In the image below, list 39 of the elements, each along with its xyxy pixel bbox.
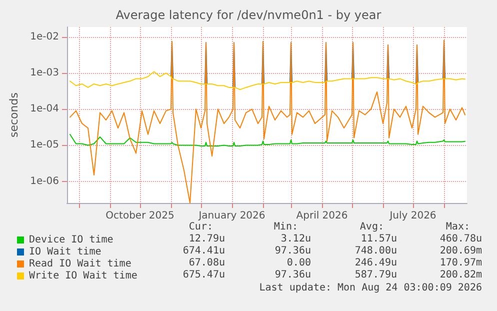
x-tick-label: January 2026 bbox=[198, 210, 266, 222]
text: 587.79u bbox=[354, 270, 397, 280]
text: Min: bbox=[274, 222, 298, 232]
x-tick-label: October 2025 bbox=[106, 210, 174, 222]
text: Avg: bbox=[360, 222, 384, 232]
y-tick-label: 1e-06 bbox=[30, 176, 59, 187]
legend-label: IO Wait time bbox=[29, 246, 102, 258]
y-tick-label: 1e-03 bbox=[30, 68, 59, 79]
text: 200.69m bbox=[440, 246, 482, 256]
text: Cur: bbox=[188, 222, 213, 232]
text: Max: bbox=[446, 222, 470, 232]
y-axis-title: seconds bbox=[7, 92, 20, 138]
x-tick-label: April 2026 bbox=[296, 210, 348, 222]
line-series bbox=[70, 134, 466, 147]
text: 97.36u bbox=[274, 246, 311, 256]
text: 675.47u bbox=[182, 270, 225, 280]
text: 200.82m bbox=[440, 270, 482, 280]
y-tick-label: 1e-02 bbox=[30, 32, 59, 43]
text: 748.00u bbox=[354, 246, 397, 256]
legend-label: Read IO Wait time bbox=[29, 258, 132, 270]
y-tick-label: 1e-05 bbox=[30, 140, 59, 151]
text: 0.00 bbox=[286, 258, 311, 268]
text: 246.49u bbox=[354, 258, 397, 268]
legend-label: Write IO Wait time bbox=[29, 270, 138, 282]
text: 3.12u bbox=[280, 234, 311, 244]
text: 12.79u bbox=[188, 234, 225, 244]
text: 11.57u bbox=[360, 234, 397, 244]
text: 97.36u bbox=[274, 270, 311, 280]
legend-label: Device IO time bbox=[29, 234, 114, 246]
text: 460.78u bbox=[440, 234, 482, 244]
text: 170.97m bbox=[440, 258, 482, 268]
chart-title: Average latency for /dev/nvme0n1 - by year bbox=[116, 8, 382, 22]
text: 67.08u bbox=[188, 258, 225, 268]
y-tick-label: 1e-04 bbox=[30, 104, 59, 115]
x-tick-label: July 2026 bbox=[388, 210, 436, 222]
text: Last update: Mon Aug 24 03:00:09 2026 bbox=[259, 282, 482, 294]
line-series bbox=[70, 40, 466, 204]
line-series bbox=[70, 71, 466, 90]
text: 674.41u bbox=[182, 246, 225, 256]
